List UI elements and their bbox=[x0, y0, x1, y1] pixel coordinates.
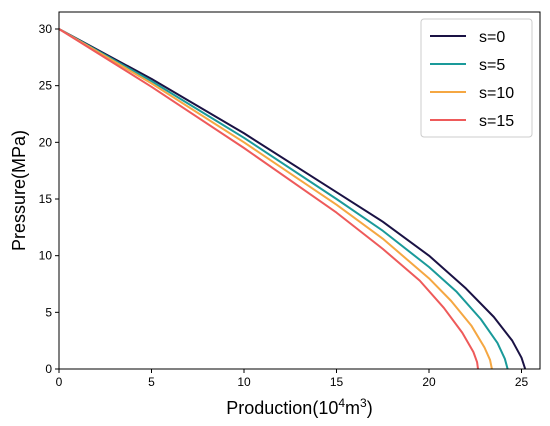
legend-box bbox=[420, 18, 533, 138]
x-axis-label-unit: m bbox=[345, 398, 360, 418]
x-axis-label-end: ) bbox=[367, 398, 373, 418]
legend-label-1: s=5 bbox=[479, 57, 505, 74]
x-tick-label: 10 bbox=[237, 375, 251, 389]
x-axis-label-main: Production(10 bbox=[226, 398, 338, 418]
legend-label-3: s=15 bbox=[479, 113, 514, 130]
x-tick-label: 25 bbox=[515, 375, 529, 389]
plot-frame bbox=[58, 11, 541, 370]
y-tick-label: 5 bbox=[45, 305, 52, 319]
y-axis-label: Pressure(MPa) bbox=[9, 130, 29, 251]
legend: s=0 s=5 s=10 s=15 bbox=[420, 18, 533, 138]
series-line-0 bbox=[58, 28, 527, 370]
plot-curves bbox=[58, 28, 527, 370]
y-tick-label: 30 bbox=[39, 22, 53, 36]
legend-label-2: s=10 bbox=[479, 85, 514, 102]
x-axis-label-superscript-2: 3 bbox=[360, 396, 367, 410]
y-tick-label: 25 bbox=[39, 79, 53, 93]
series-line-1 bbox=[58, 28, 509, 370]
x-tick-label: 20 bbox=[422, 375, 436, 389]
y-tick-label: 10 bbox=[39, 249, 53, 263]
y-tick-label: 0 bbox=[45, 362, 52, 376]
x-tick-label: 0 bbox=[56, 375, 63, 389]
y-axis-ticks: 0 5 10 15 20 25 30 bbox=[39, 22, 59, 376]
x-tick-label: 5 bbox=[148, 375, 155, 389]
series-line-2 bbox=[58, 28, 493, 370]
x-axis-label-superscript: 4 bbox=[338, 396, 345, 410]
x-axis-label: Production(104m3) bbox=[226, 396, 372, 418]
legend-label-0: s=0 bbox=[479, 29, 505, 46]
series-line-3 bbox=[58, 28, 480, 370]
y-tick-label: 20 bbox=[39, 135, 53, 149]
y-tick-label: 15 bbox=[39, 192, 53, 206]
x-axis-ticks: 0 5 10 15 20 25 bbox=[56, 369, 529, 389]
x-tick-label: 15 bbox=[330, 375, 344, 389]
